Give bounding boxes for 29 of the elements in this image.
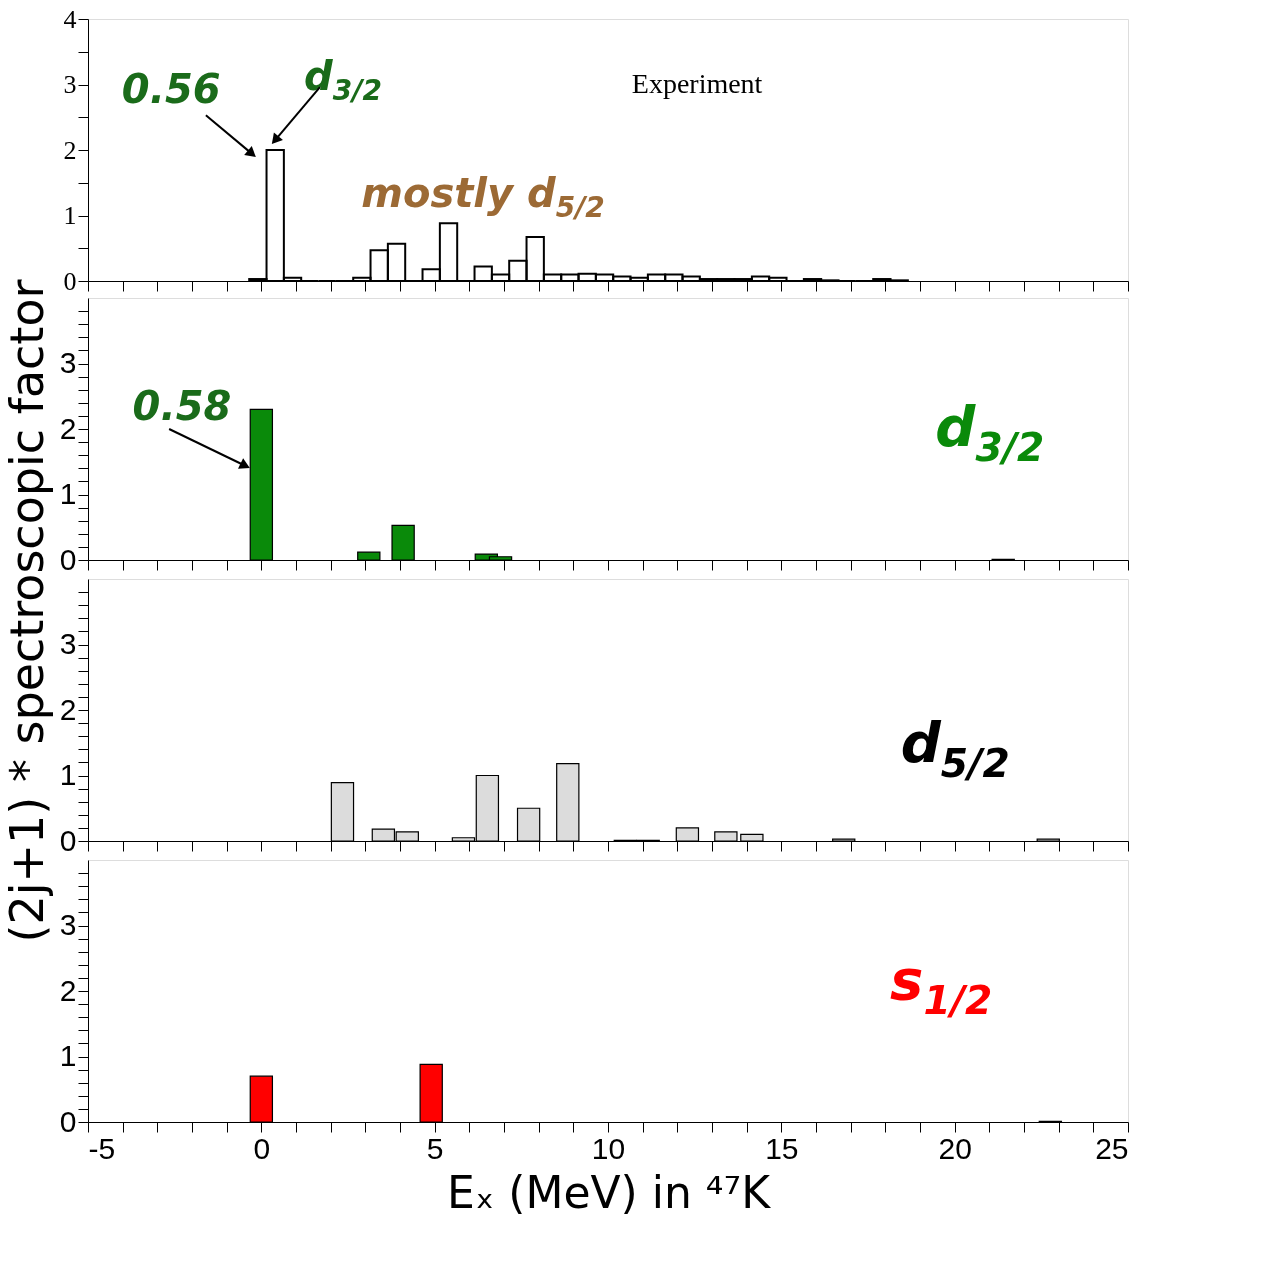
y-tick-label: 2: [59, 411, 77, 445]
y-tick-label: 0: [63, 266, 77, 296]
annotation: 0.58: [132, 383, 232, 430]
y-tick-label: 1: [59, 1039, 77, 1072]
x-axis-title: Eₓ (MeV) in ⁴⁷K: [447, 1166, 772, 1218]
x-tick-label: 0: [253, 1131, 271, 1165]
annotation: Experiment: [631, 67, 763, 99]
x-tick-label: 15: [765, 1131, 799, 1165]
y-tick-label: 1: [63, 201, 77, 230]
y-tick-label: 2: [59, 973, 77, 1007]
x-tick-label: -5: [88, 1131, 116, 1165]
y-tick-label: 3: [63, 70, 77, 99]
y-tick-label: 3: [59, 908, 77, 941]
annotation: 0.56: [121, 66, 221, 113]
x-tick-label: 20: [938, 1131, 972, 1165]
y-tick-label: 0: [59, 823, 77, 857]
y-tick-label: 0: [59, 1104, 77, 1138]
y-tick-label: 3: [59, 627, 77, 660]
y-axis-title: (2j+1) * spectroscopic factor: [0, 279, 54, 943]
x-tick-label: 5: [426, 1131, 444, 1165]
y-tick-label: 0: [59, 542, 77, 576]
y-tick-label: 2: [63, 135, 77, 165]
y-tick-label: 2: [59, 692, 77, 726]
y-tick-label: 1: [59, 758, 77, 791]
y-tick-label: 1: [59, 477, 77, 510]
x-tick-label: 10: [591, 1131, 626, 1165]
x-tick-label: 25: [1095, 1131, 1129, 1165]
y-tick-label: 3: [59, 346, 77, 379]
y-tick-label: 4: [63, 4, 77, 34]
